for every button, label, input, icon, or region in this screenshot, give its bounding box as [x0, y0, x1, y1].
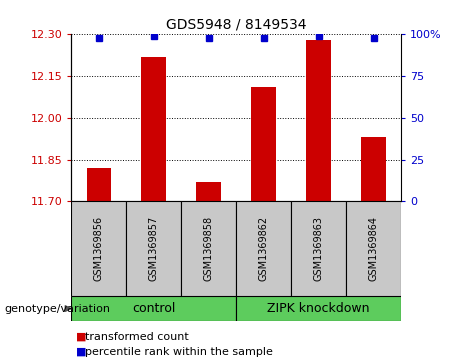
Bar: [196, 182, 221, 201]
Text: GSM1369858: GSM1369858: [204, 216, 214, 281]
Text: percentile rank within the sample: percentile rank within the sample: [85, 347, 273, 357]
Text: GSM1369864: GSM1369864: [369, 216, 378, 281]
Text: GSM1369857: GSM1369857: [149, 216, 159, 281]
Bar: [361, 138, 386, 201]
Text: ZIPK knockdown: ZIPK knockdown: [267, 302, 370, 315]
Bar: [71, 296, 236, 321]
Text: ■: ■: [76, 347, 87, 357]
Bar: [236, 201, 291, 296]
Bar: [346, 201, 401, 296]
Title: GDS5948 / 8149534: GDS5948 / 8149534: [166, 18, 307, 32]
Bar: [236, 296, 401, 321]
Text: transformed count: transformed count: [85, 332, 189, 342]
Bar: [142, 57, 166, 201]
Bar: [71, 201, 126, 296]
Bar: [87, 168, 111, 201]
Bar: [306, 40, 331, 201]
Text: GSM1369856: GSM1369856: [94, 216, 104, 281]
Bar: [126, 201, 181, 296]
Text: GSM1369863: GSM1369863: [313, 216, 324, 281]
Text: GSM1369862: GSM1369862: [259, 216, 269, 281]
Bar: [251, 87, 276, 201]
Text: genotype/variation: genotype/variation: [5, 303, 111, 314]
Text: control: control: [132, 302, 176, 315]
Text: ■: ■: [76, 332, 87, 342]
Bar: [291, 201, 346, 296]
Bar: [181, 201, 236, 296]
